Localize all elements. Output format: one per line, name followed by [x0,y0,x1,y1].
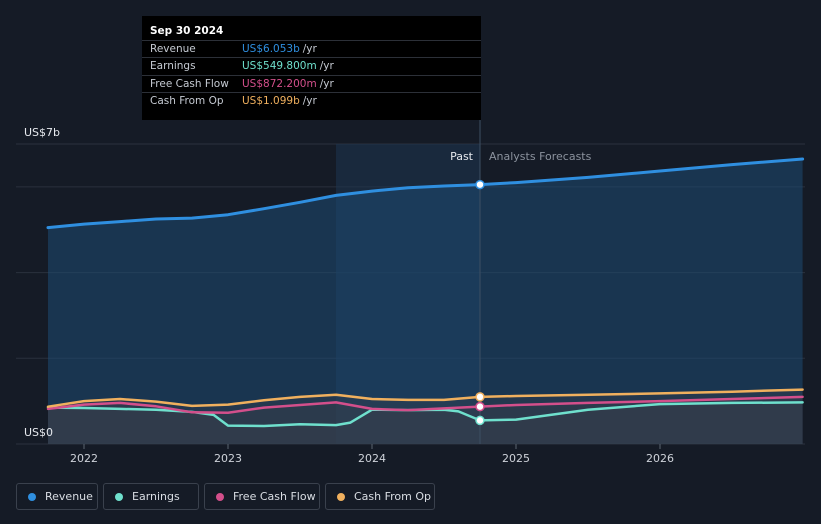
area-revenue [48,159,803,444]
legend-dot-icon [216,493,224,501]
legend-item-earnings[interactable]: Earnings [103,483,199,510]
past-label: Past [450,150,474,163]
line-cash_from_op [46,388,804,408]
tooltip-date: Sep 30 2024 [150,25,224,37]
tooltip-label: Earnings [150,60,196,72]
legend-dot-icon [337,493,345,501]
tooltip-row-earnings: Earnings US$549.800m/yr [142,57,481,75]
marker-free_cash_flow [475,401,485,412]
line-free_cash_flow [46,395,804,414]
legend-dot-icon [28,493,36,501]
forecast-label: Analysts Forecasts [489,150,592,163]
x-axis-ticks: 2022 2023 2024 2025 2026 [70,444,674,465]
x-tick-label: 2024 [358,452,386,465]
tooltip-value-revenue: US$6.053b/yr [242,43,317,55]
y-axis-bottom-label: US$0 [24,426,53,439]
marker-revenue [475,179,485,190]
legend-item-revenue[interactable]: Revenue [16,483,98,510]
y-axis-top-label: US$7b [24,126,60,139]
line-earnings [46,401,804,428]
x-tick-label: 2025 [502,452,530,465]
marker-earnings [475,415,485,426]
legend-item-free-cash-flow[interactable]: Free Cash Flow [204,483,320,510]
tooltip-panel: Sep 30 2024 Revenue US$6.053b/yr Earning… [142,16,481,120]
tooltip-markers [475,179,485,426]
legend-label: Earnings [132,490,180,503]
tooltip-label: Free Cash Flow [150,78,229,90]
tooltip-value-earnings: US$549.800m/yr [242,60,334,72]
tooltip-value-cash-from-op: US$1.099b/yr [242,95,317,107]
tooltip-value-free-cash-flow: US$872.200m/yr [242,78,334,90]
marker-cash_from_op [475,392,485,402]
legend-dot-icon [115,493,123,501]
legend-item-cash-from-op[interactable]: Cash From Op [325,483,435,510]
legend-label: Cash From Op [354,490,432,503]
tooltip-label: Cash From Op [150,95,224,107]
tooltip-row-free-cash-flow: Free Cash Flow US$872.200m/yr [142,75,481,93]
tooltip-row-cash-from-op: Cash From Op US$1.099b/yr [142,92,481,110]
legend-label: Revenue [45,490,93,503]
line-revenue [46,157,805,230]
x-tick-label: 2022 [70,452,98,465]
legend-label: Free Cash Flow [233,490,316,503]
x-tick-label: 2026 [646,452,674,465]
area-earnings [48,402,803,444]
tooltip-label: Revenue [150,43,196,55]
x-tick-label: 2023 [214,452,242,465]
chart-canvas: 2022 2023 2024 2025 2026 US$7b US$0 Past Ana… [16,118,805,465]
tooltip-row-revenue: Revenue US$6.053b/yr [142,40,481,58]
series-lines [46,157,805,428]
